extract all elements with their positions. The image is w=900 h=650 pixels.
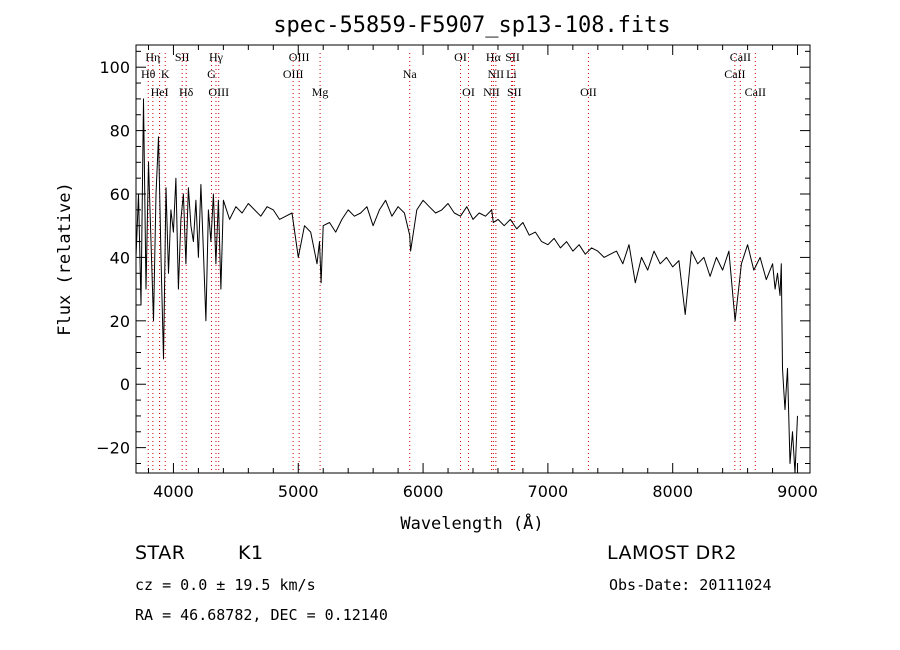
spectral-line-label: Hδ: [179, 85, 194, 99]
x-tick-label: 6000: [403, 482, 444, 501]
spectral-line-label: Na: [403, 67, 418, 81]
spectral-line-label: OI: [454, 50, 467, 64]
spectral-line-label: OII: [580, 85, 597, 99]
spectral-line-label: Hα: [486, 50, 502, 64]
y-tick-label: 20: [110, 312, 130, 331]
spectral-line-label: CaII: [745, 85, 766, 99]
redshift-value: cz = 0.0 ± 19.5 km/s: [135, 576, 316, 594]
object-class: STAR: [135, 542, 186, 564]
spectral-line-label: Li: [506, 67, 517, 81]
chart-title: spec-55859-F5907_sp13-108.fits: [273, 13, 670, 38]
y-tick-label: 60: [110, 185, 130, 204]
y-tick-label: −20: [96, 439, 130, 458]
x-axis: 4000 5000 6000 7000 8000 9000: [147, 45, 818, 501]
spectral-line-markers: [147, 53, 756, 473]
subclass: K1: [238, 542, 264, 564]
spectral-line-label: SII: [505, 50, 520, 64]
spectral-line-label: NII: [488, 67, 505, 81]
spectral-line-label: OIII: [283, 67, 304, 81]
plot-frame: [135, 44, 811, 474]
x-tick-label: 8000: [652, 482, 693, 501]
x-tick-label: 9000: [777, 482, 818, 501]
spectral-line-label: OI: [462, 85, 475, 99]
spectral-line-label: SII: [507, 85, 522, 99]
spectral-line-label: SII: [175, 50, 190, 64]
y-tick-label: 40: [110, 248, 130, 267]
spectral-line-label: Mg: [312, 85, 329, 99]
y-tick-label: 80: [110, 122, 130, 141]
y-axis: −20 0 20 40 60 80 100: [96, 50, 810, 464]
y-axis-label: Flux (relative): [55, 182, 75, 336]
spectral-line-label: Hγ: [209, 50, 224, 64]
x-axis-label: Wavelength (Å): [400, 512, 543, 534]
obs-date: Obs-Date: 20111024: [609, 576, 772, 594]
spectral-line-label: K: [161, 67, 170, 81]
spectral-line-label: Hθ: [141, 67, 156, 81]
y-tick-label: 0: [120, 375, 130, 394]
x-tick-label: 5000: [278, 482, 319, 501]
spectrum-series: [135, 98, 798, 474]
spectrum-line: [135, 98, 798, 474]
survey-name: LAMOST DR2: [607, 542, 737, 564]
coordinates: RA = 46.68782, DEC = 0.12140: [135, 606, 388, 624]
x-tick-label: 7000: [528, 482, 569, 501]
y-tick-label: 100: [99, 58, 130, 77]
spectral-line-label: CaII: [724, 67, 745, 81]
spectral-line-label: G: [207, 67, 216, 81]
spectral-line-label: NII: [483, 85, 500, 99]
spectral-line-label: HeI: [151, 85, 169, 99]
x-tick-label: 4000: [153, 482, 194, 501]
spectral-line-label: CaII: [730, 50, 751, 64]
spectral-line-label: Hη: [145, 50, 160, 64]
spectral-line-label: OIII: [289, 50, 310, 64]
spectral-line-label: OIII: [208, 85, 229, 99]
